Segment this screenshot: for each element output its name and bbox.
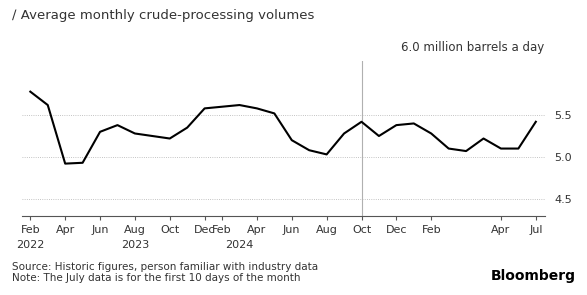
Text: Bloomberg: Bloomberg	[490, 269, 575, 283]
Text: Source: Historic figures, person familiar with industry data
Note: The July data: Source: Historic figures, person familia…	[12, 262, 318, 283]
Text: ∕ Average monthly crude-processing volumes: ∕ Average monthly crude-processing volum…	[12, 9, 314, 22]
Text: 2023: 2023	[121, 240, 149, 250]
Text: 2022: 2022	[16, 240, 45, 250]
Text: 6.0 million barrels a day: 6.0 million barrels a day	[402, 42, 545, 55]
Text: 2024: 2024	[225, 240, 254, 250]
